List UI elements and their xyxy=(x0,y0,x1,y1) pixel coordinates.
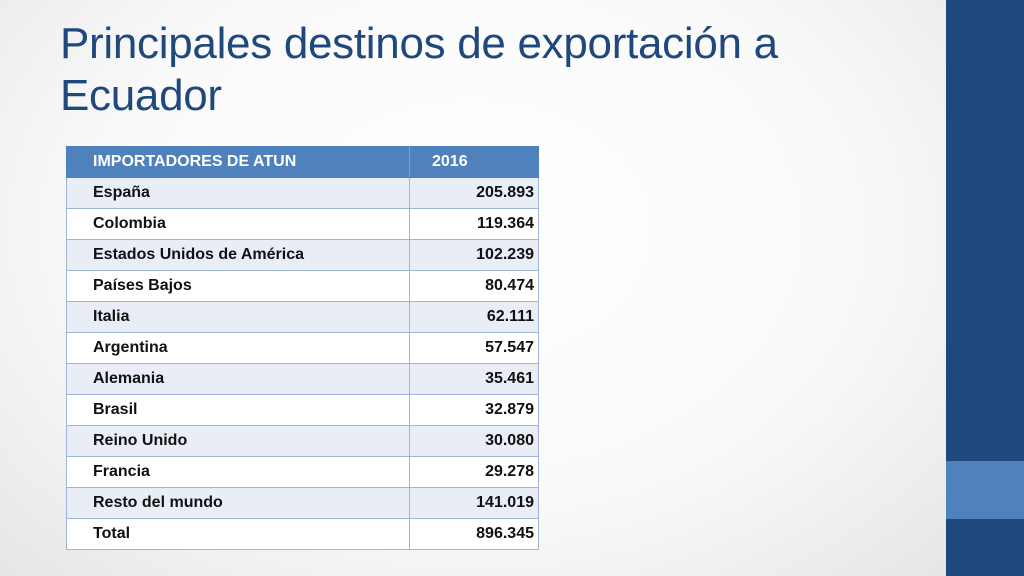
total-value-cell: 896.345 xyxy=(409,518,539,550)
slide-title: Principales destinos de exportación a Ec… xyxy=(60,19,778,120)
total-label-cell: Total xyxy=(66,518,410,550)
header-importadores: IMPORTADORES DE ATUN xyxy=(66,146,410,178)
side-decor-accent xyxy=(946,461,1024,519)
value-cell: 35.461 xyxy=(409,363,539,395)
country-cell: Resto del mundo xyxy=(66,487,410,519)
table-row: Colombia 119.364 xyxy=(66,208,539,240)
value-cell: 62.111 xyxy=(409,301,539,333)
slide-canvas: Principales destinos de exportación a Ec… xyxy=(0,0,946,576)
table-row: Brasil 32.879 xyxy=(66,394,539,426)
value-cell: 205.893 xyxy=(409,177,539,209)
table-row: Argentina 57.547 xyxy=(66,332,539,364)
table-row: Italia 62.111 xyxy=(66,301,539,333)
table-row: Reino Unido 30.080 xyxy=(66,425,539,457)
value-cell: 141.019 xyxy=(409,487,539,519)
country-cell: Italia xyxy=(66,301,410,333)
country-cell: Colombia xyxy=(66,208,410,240)
country-cell: Argentina xyxy=(66,332,410,364)
table-header-row: IMPORTADORES DE ATUN 2016 xyxy=(66,146,539,178)
value-cell: 80.474 xyxy=(409,270,539,302)
table-row: Resto del mundo 141.019 xyxy=(66,487,539,519)
country-cell: Alemania xyxy=(66,363,410,395)
value-cell: 32.879 xyxy=(409,394,539,426)
table-row: Francia 29.278 xyxy=(66,456,539,488)
country-cell: Estados Unidos de América xyxy=(66,239,410,271)
value-cell: 57.547 xyxy=(409,332,539,364)
country-cell: Francia xyxy=(66,456,410,488)
value-cell: 102.239 xyxy=(409,239,539,271)
country-cell: Brasil xyxy=(66,394,410,426)
table-row-total: Total 896.345 xyxy=(66,518,539,550)
table-row: Países Bajos 80.474 xyxy=(66,270,539,302)
country-cell: Países Bajos xyxy=(66,270,410,302)
country-cell: España xyxy=(66,177,410,209)
table-row: España 205.893 xyxy=(66,177,539,209)
header-year: 2016 xyxy=(409,146,539,178)
table-row: Estados Unidos de América 102.239 xyxy=(66,239,539,271)
country-cell: Reino Unido xyxy=(66,425,410,457)
table-row: Alemania 35.461 xyxy=(66,363,539,395)
exports-table: IMPORTADORES DE ATUN 2016 España 205.893… xyxy=(66,146,539,550)
value-cell: 30.080 xyxy=(409,425,539,457)
value-cell: 29.278 xyxy=(409,456,539,488)
value-cell: 119.364 xyxy=(409,208,539,240)
